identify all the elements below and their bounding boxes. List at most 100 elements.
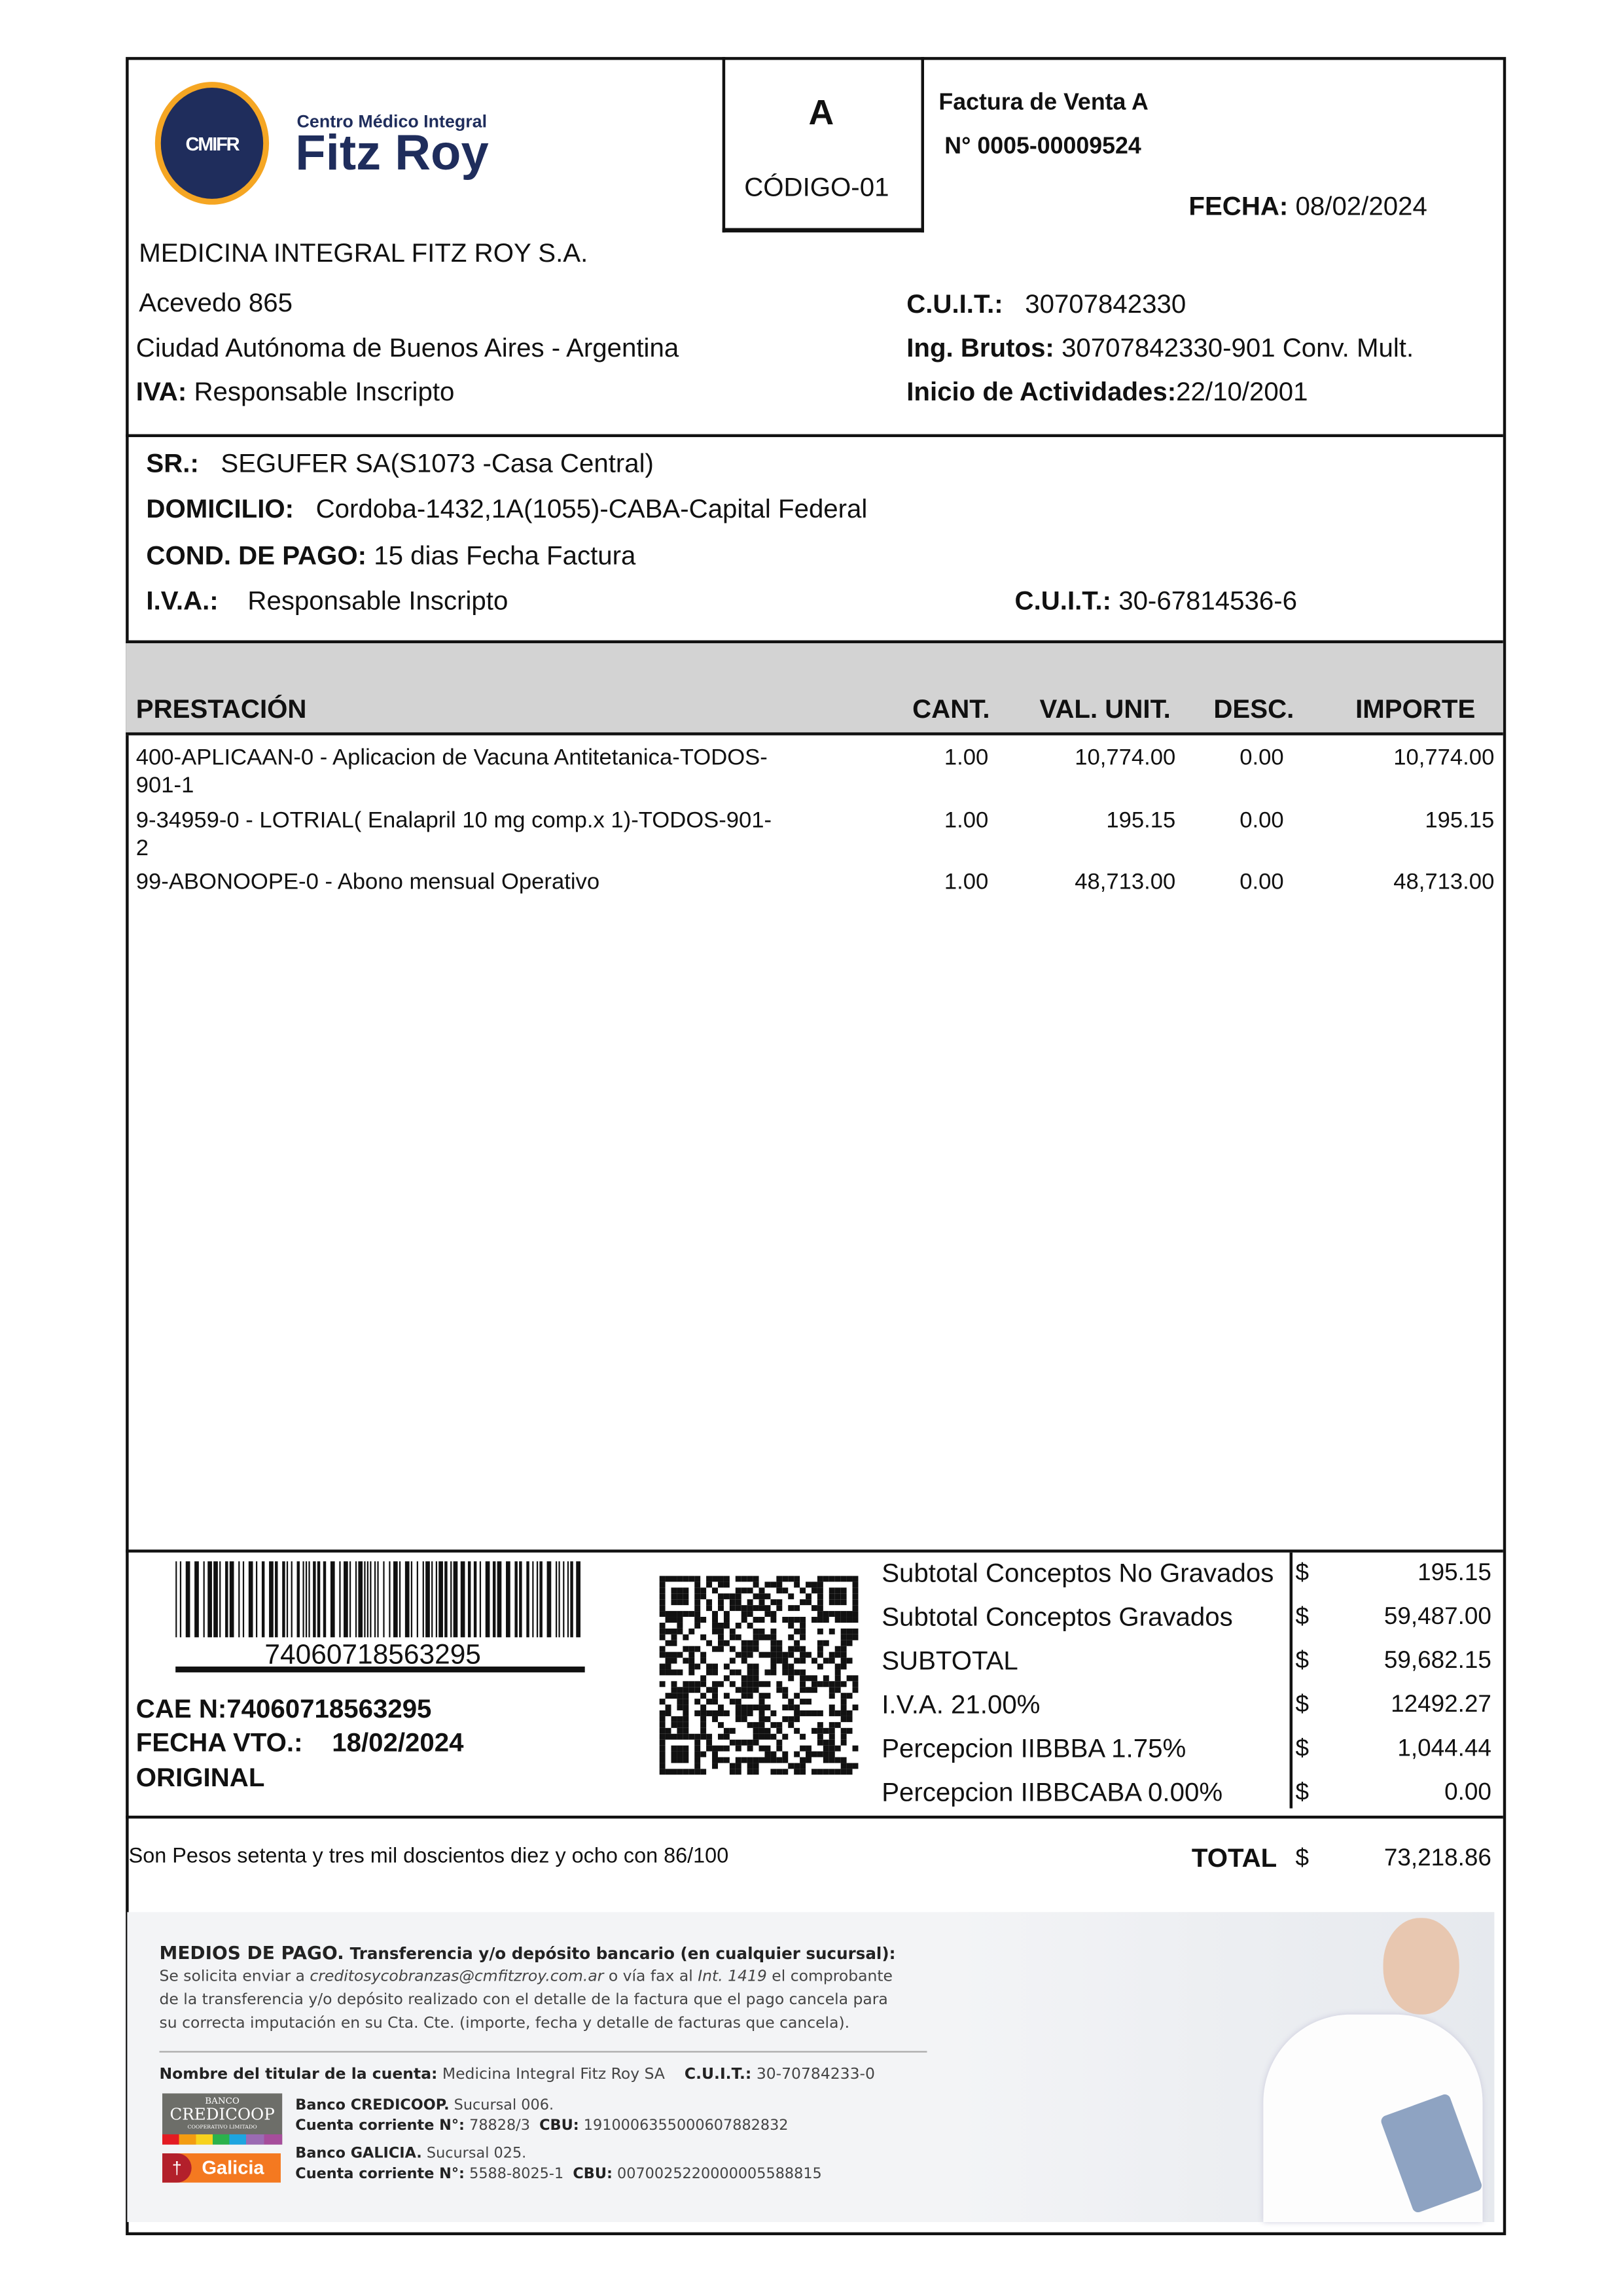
qr-module	[706, 1733, 713, 1740]
qr-module	[659, 1710, 666, 1716]
qr-module	[834, 1587, 841, 1594]
qr-module	[723, 1710, 730, 1716]
qr-module	[829, 1710, 835, 1716]
qr-module	[811, 1710, 817, 1716]
qr-module	[794, 1646, 800, 1652]
qr-module	[764, 1681, 771, 1687]
qr-module	[712, 1757, 718, 1763]
qr-module	[770, 1651, 777, 1658]
qr-module	[764, 1634, 771, 1640]
qr-module	[683, 1722, 689, 1728]
qr-module	[677, 1587, 683, 1594]
qr-module	[683, 1745, 689, 1752]
qr-module	[694, 1739, 701, 1746]
qr-module	[753, 1605, 759, 1612]
qr-module	[852, 1617, 859, 1623]
qr-module	[741, 1587, 747, 1594]
qr-module	[764, 1727, 771, 1734]
qr-module	[829, 1757, 835, 1763]
qr-module	[782, 1657, 789, 1664]
qr-module	[776, 1651, 783, 1658]
qr-module	[717, 1640, 724, 1646]
totals-currency: $	[1295, 1559, 1310, 1587]
barcode-bar	[479, 1561, 482, 1638]
qr-module	[829, 1576, 835, 1582]
qr-module	[700, 1617, 707, 1623]
qr-module	[747, 1769, 753, 1775]
qr-module	[741, 1576, 747, 1582]
qr-module	[846, 1710, 853, 1716]
cae-expiry: FECHA VTO.: 18/02/2024	[135, 1727, 464, 1757]
barcode-bar	[576, 1561, 580, 1638]
qr-module	[800, 1687, 806, 1693]
qr-module	[671, 1722, 677, 1728]
copy-label: ORIGINAL	[135, 1763, 265, 1793]
row-discount: 0.00	[1240, 870, 1284, 895]
qr-module	[723, 1757, 730, 1763]
qr-module	[823, 1617, 829, 1623]
row-description: 99-ABONOOPE-0 - Abono mensual Operativo	[135, 870, 600, 895]
qr-module	[788, 1669, 794, 1676]
barcode-bar	[344, 1561, 348, 1638]
qr-module	[764, 1733, 771, 1740]
qr-module	[712, 1587, 718, 1594]
amount-in-words: Son Pesos setenta y tres mil doscientos …	[128, 1845, 729, 1869]
qr-module	[677, 1611, 683, 1617]
row-quantity: 1.00	[944, 870, 989, 895]
qr-module	[717, 1622, 724, 1629]
qr-module	[834, 1745, 841, 1752]
qr-module	[671, 1716, 677, 1722]
qr-module	[671, 1576, 677, 1582]
qr-module	[729, 1605, 736, 1612]
qr-module	[782, 1576, 789, 1582]
qr-module	[758, 1651, 765, 1658]
qr-module	[735, 1669, 741, 1676]
qr-module	[735, 1699, 741, 1705]
qr-module	[700, 1710, 707, 1716]
qr-module	[717, 1576, 724, 1582]
qr-module	[700, 1733, 707, 1740]
qr-module	[659, 1611, 666, 1617]
totals-value: 0.00	[1444, 1779, 1491, 1806]
credicoop-line-2: Cuenta corriente N°: 78828/3 CBU: 191000…	[295, 2118, 789, 2134]
qr-module	[794, 1693, 800, 1699]
qr-module	[677, 1599, 683, 1606]
qr-module	[753, 1581, 759, 1588]
barcode-bar	[317, 1561, 321, 1638]
qr-module	[852, 1605, 859, 1612]
payment-email-link[interactable]: creditosycobranzas@cmfitzroy.com.ar	[310, 1968, 604, 1986]
totals-value: 12492.27	[1391, 1691, 1491, 1718]
qr-module	[665, 1710, 671, 1716]
qr-module	[753, 1722, 759, 1728]
qr-module	[741, 1675, 747, 1682]
qr-module	[700, 1769, 707, 1775]
qr-module	[694, 1751, 701, 1757]
qr-module	[834, 1669, 841, 1676]
qr-module	[823, 1675, 829, 1682]
qr-module	[706, 1605, 713, 1612]
qr-module	[829, 1751, 835, 1757]
qr-module	[811, 1605, 817, 1612]
qr-module	[747, 1640, 753, 1646]
qr-module	[747, 1646, 753, 1652]
qr-module	[741, 1617, 747, 1623]
qr-module	[817, 1651, 823, 1658]
invoice-type: Factura de Venta A	[938, 90, 1149, 116]
qr-module	[741, 1605, 747, 1612]
barcode-bar	[492, 1561, 496, 1638]
barcode-bar	[444, 1561, 448, 1638]
totals-label: Subtotal Conceptos Gravados	[882, 1602, 1233, 1632]
qr-module	[788, 1651, 794, 1658]
qr-module	[800, 1617, 806, 1623]
row-unit-price: 10,774.00	[1075, 745, 1176, 771]
qr-module	[776, 1739, 783, 1746]
galicia-line-1: Banco GALICIA. Sucursal 025.	[295, 2146, 527, 2163]
qr-module	[811, 1587, 817, 1594]
qr-module	[817, 1663, 823, 1670]
qr-module	[747, 1669, 753, 1676]
qr-module	[823, 1769, 829, 1775]
qr-module	[735, 1710, 741, 1716]
qr-module	[840, 1576, 847, 1582]
qr-module	[758, 1727, 765, 1734]
barcode-bar	[255, 1561, 258, 1638]
